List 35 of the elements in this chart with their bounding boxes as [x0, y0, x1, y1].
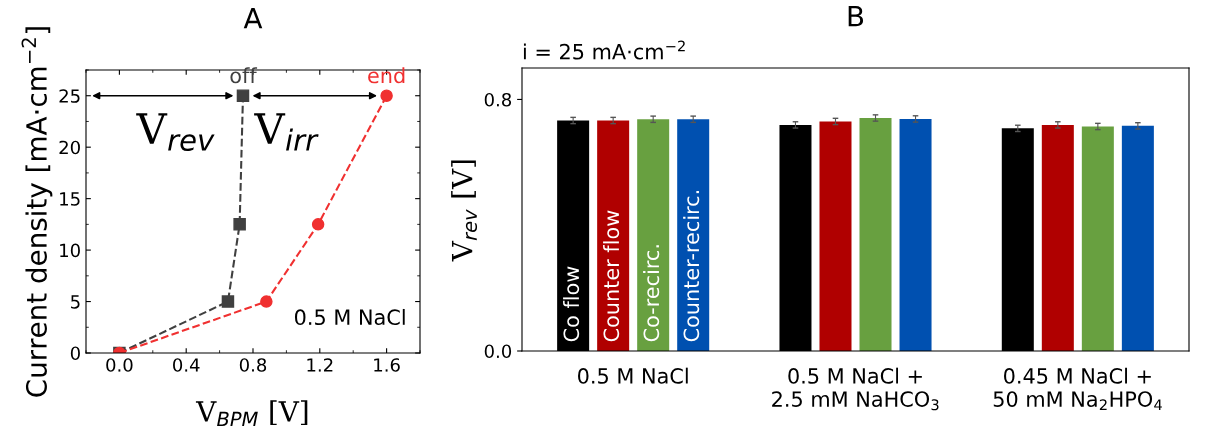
point [380, 89, 393, 102]
series-label: Counter flow [603, 210, 620, 342]
point [311, 218, 325, 231]
chart-title: B [848, 6, 864, 27]
series-label: Co-recirc. [643, 245, 660, 342]
x-tick-label: 0.8 [239, 358, 267, 372]
y-tick-label: 10 [60, 243, 80, 258]
series-label: Counter-recirc. [683, 190, 700, 342]
x-tick-label: 1.2 [307, 358, 333, 372]
y-tick-label: 0 [70, 346, 80, 361]
y-axis-title: Current density [mA·cm$^{−2}$] [21, 27, 53, 397]
x-axis-title: V$_{BPM}$ [V] [195, 400, 308, 426]
annotation: V$_{rev}$ [136, 113, 215, 151]
point [221, 295, 235, 308]
x-tick-label: 0.5 M NaCl [578, 367, 688, 384]
annotation: off [230, 67, 258, 84]
series-label: Co flow [563, 266, 580, 342]
x-tick-label: 0.4 [173, 358, 200, 372]
annotation: 0.5 M NaCl [294, 308, 405, 326]
chart-title: A [243, 8, 263, 29]
x-tick-label: 0.45 M NaCl + 50 mM Na$_{2}$HPO$_{4}$ [993, 367, 1162, 411]
y-tick-label: 20 [59, 140, 80, 155]
point [233, 218, 246, 231]
annotation: V$_{irr}$ [254, 113, 319, 151]
point [236, 89, 250, 102]
x-tick-label: 1.6 [374, 358, 400, 372]
y-tick-label: 5 [71, 295, 80, 309]
chart-subtitle: i = 25 mA·cm$^{−2}$ [523, 40, 685, 60]
point [260, 295, 273, 308]
x-tick-label: 0.5 M NaCl + 2.5 mM NaHCO$_{3}$ [772, 367, 939, 411]
annotation: end [368, 67, 405, 84]
x-tick-label: 0.0 [106, 358, 133, 372]
y-tick-label: 25 [59, 89, 80, 103]
y-axis-title: V$_{rev}$ [V] [451, 160, 478, 262]
y-tick-label: 15 [60, 192, 80, 206]
